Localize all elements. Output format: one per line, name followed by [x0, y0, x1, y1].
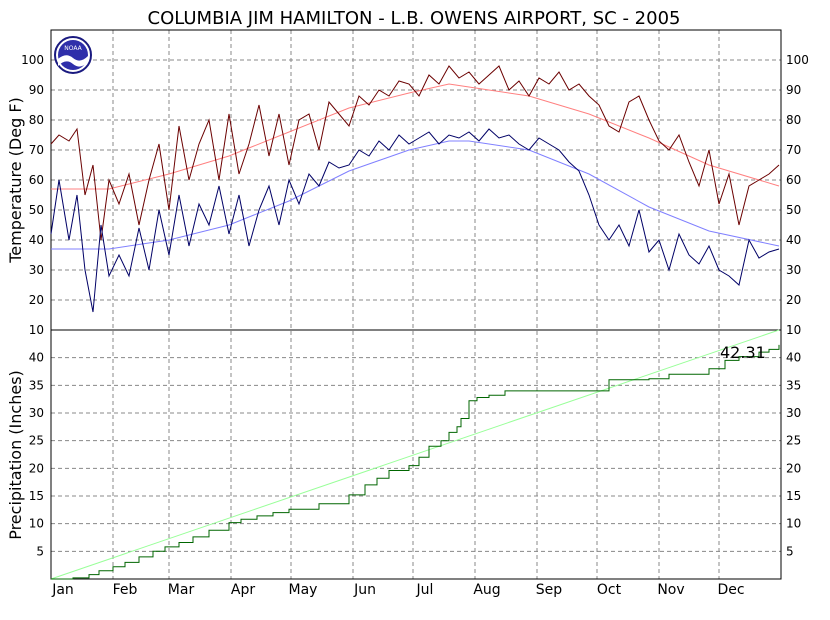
precipitation-tick-left: 40 — [29, 351, 44, 365]
precipitation-tick-right: 20 — [786, 461, 801, 475]
temperature-tick-left: 60 — [29, 173, 44, 187]
month-label: Feb — [113, 582, 138, 598]
precipitation-tick-right: 5 — [786, 544, 794, 558]
series-layer — [50, 65, 780, 580]
temperature-tick-right: 50 — [786, 203, 801, 217]
precipitation-tick-right: 10 — [786, 517, 801, 531]
temperature-tick-left: 50 — [29, 203, 44, 217]
precipitation-tick-left: 5 — [36, 544, 44, 558]
temperature-tick-left: 30 — [29, 263, 44, 277]
svg-text:NOAA: NOAA — [64, 45, 82, 52]
temperature-tick-right: 70 — [786, 143, 801, 157]
temperature-axis-label: Temperature (Deg F) — [6, 97, 25, 264]
temperature-tick-right: 30 — [786, 263, 801, 277]
temperature-tick-left: 100 — [21, 53, 44, 67]
noaa-logo: NOAA — [54, 36, 92, 74]
temperature-tick-right: 80 — [786, 113, 801, 127]
temperature-tick-right: 90 — [786, 83, 801, 97]
month-label: Apr — [231, 582, 255, 598]
temperature-tick-left: 20 — [29, 293, 44, 307]
precipitation-tick-left: 15 — [29, 489, 44, 503]
temperature-tick-right: 60 — [786, 173, 801, 187]
precipitation-tick-right: 30 — [786, 406, 801, 420]
temperature-tick-right: 20 — [786, 293, 801, 307]
precipitation-panel-frame — [50, 329, 782, 580]
precipitation-tick-right: 25 — [786, 434, 801, 448]
precipitation-tick-left: 20 — [29, 461, 44, 475]
month-label: Nov — [657, 582, 684, 598]
normal-low-line — [51, 140, 780, 250]
grid-lines — [51, 30, 781, 579]
normal-precipitation-line — [50, 329, 780, 580]
month-label: May — [289, 582, 318, 598]
temperature-tick-left: 80 — [29, 113, 44, 127]
precipitation-tick-left: 35 — [29, 378, 44, 392]
month-label: Oct — [597, 582, 622, 598]
temperature-tick-left: 10 — [29, 323, 44, 337]
daily-high-line — [50, 65, 780, 241]
tick-labels: 10 10 20 20 30 30 40 40 50 50 60 60 70 70 80 80 90 90 100 1… — [21, 53, 809, 598]
temperature-tick-right: 100 — [786, 53, 809, 67]
month-label: Aug — [473, 582, 500, 598]
precipitation-tick-left: 10 — [29, 517, 44, 531]
daily-low-line — [50, 128, 780, 313]
month-label: Jun — [353, 582, 376, 598]
month-label: Sep — [536, 582, 563, 598]
normal-high-line — [51, 83, 780, 190]
month-label: Jul — [416, 582, 434, 598]
temperature-tick-right: 10 — [786, 323, 801, 337]
precipitation-tick-right: 15 — [786, 489, 801, 503]
precipitation-tick-left: 25 — [29, 434, 44, 448]
precipitation-tick-left: 30 — [29, 406, 44, 420]
cumulative-precipitation-line — [51, 344, 780, 580]
temperature-tick-left: 40 — [29, 233, 44, 247]
month-label: Dec — [717, 582, 744, 598]
temperature-tick-left: 90 — [29, 83, 44, 97]
precipitation-tick-right: 35 — [786, 378, 801, 392]
temperature-tick-left: 70 — [29, 143, 44, 157]
temperature-tick-right: 40 — [786, 233, 801, 247]
precipitation-tick-right: 40 — [786, 351, 801, 365]
precipitation-total-label: 42.31 — [720, 343, 766, 362]
precipitation-axis-label: Precipitation (Inches) — [6, 370, 25, 540]
month-label: Mar — [168, 582, 195, 598]
month-label: Jan — [51, 582, 74, 598]
chart-title: COLUMBIA JIM HAMILTON - L.B. OWENS AIRPO… — [148, 8, 681, 29]
